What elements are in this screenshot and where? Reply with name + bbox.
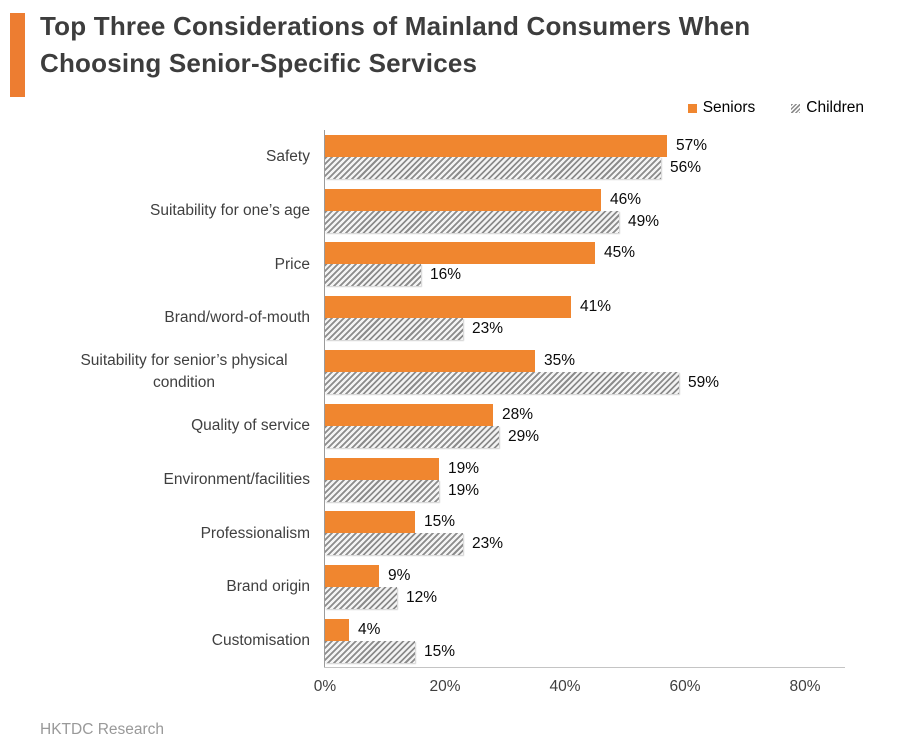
bar-children — [325, 425, 499, 448]
x-axis-line — [324, 667, 845, 668]
bar-group: 15% 23% — [324, 506, 900, 561]
bar-group: 41% 23% — [324, 291, 900, 346]
bar-group: 4% 15% — [324, 614, 900, 668]
category-label: Professionalism — [200, 524, 310, 542]
source-label: HKTDC Research — [40, 721, 165, 738]
category-row: Professionalism 15% 23% — [0, 506, 900, 561]
x-axis-tick-label: 20% — [429, 678, 461, 695]
bar-group: 45% 16% — [324, 237, 900, 292]
bar-group: 28% 29% — [324, 398, 900, 453]
title-accent-bar — [10, 13, 25, 97]
data-label: 4% — [358, 621, 381, 639]
data-label: 12% — [406, 589, 438, 607]
bar-seniors — [325, 457, 439, 480]
data-label: 9% — [388, 567, 411, 585]
data-label: 46% — [610, 190, 642, 208]
category-row: Customisation 4% 15% — [0, 614, 900, 668]
bar-seniors — [325, 134, 667, 157]
bar-seniors — [325, 350, 535, 373]
category-row: Safety 57% 56% — [0, 130, 900, 184]
legend-swatch-icon — [687, 103, 697, 113]
bar-children — [325, 156, 661, 179]
bar-seniors — [325, 296, 571, 319]
category-label: Customisation — [211, 632, 310, 650]
bar-children — [325, 372, 679, 395]
category-row: Quality of service 28% 29% — [0, 398, 900, 453]
data-label: 56% — [670, 158, 702, 176]
bar-chart-plot-area: Safety 57% 56% Suitability for one’s age 46%… — [0, 130, 900, 668]
bar-seniors — [325, 511, 415, 534]
chart-title: Top Three Considerations of Mainland Con… — [40, 11, 751, 78]
legend-swatch-icon — [791, 103, 801, 113]
category-label: Brand origin — [226, 578, 310, 596]
footer: HKTDC Research — [0, 721, 900, 739]
data-label: 19% — [448, 459, 480, 477]
data-label: 45% — [604, 244, 636, 262]
data-label: 15% — [424, 643, 456, 661]
bar-seniors — [325, 403, 493, 426]
category-row: Environment/facilities 19% 19% — [0, 452, 900, 507]
bar-seniors — [325, 242, 595, 265]
category-row: Brand origin 9% 12% — [0, 560, 900, 615]
legend-label: Children — [806, 99, 864, 116]
legend-item-seniors: Seniors — [687, 99, 756, 117]
x-axis-tick-label: 0% — [313, 678, 337, 695]
data-label: 29% — [508, 427, 540, 445]
bar-group: 9% 12% — [324, 560, 900, 615]
category-row: Price 45% 16% — [0, 237, 900, 292]
chart-header: Top Three Considerations of Mainland Con… — [0, 0, 900, 130]
category-label: Quality of service — [191, 417, 310, 435]
bar-children — [325, 479, 439, 502]
data-label: 19% — [448, 481, 480, 499]
category-label: Price — [274, 255, 310, 273]
data-label: 23% — [472, 535, 504, 553]
data-label: 59% — [688, 374, 720, 392]
bar-group: 46% 49% — [324, 183, 900, 238]
x-axis-tick-labels: 0% 20% 40% 60% 80% — [314, 668, 900, 702]
category-row: Suitability for senior’s physical condit… — [0, 345, 900, 399]
bar-seniors — [325, 565, 379, 588]
legend-item-children: Children — [791, 99, 864, 117]
data-label: 35% — [544, 352, 576, 370]
data-label: 23% — [472, 320, 504, 338]
x-axis-tick-label: 80% — [789, 678, 821, 695]
bar-children — [325, 533, 463, 556]
x-axis-tick-label: 60% — [669, 678, 701, 695]
bar-children — [325, 641, 415, 664]
bar-children — [325, 210, 619, 233]
category-label: Environment/facilities — [163, 470, 310, 488]
data-label: 57% — [676, 136, 708, 154]
bar-children — [325, 587, 397, 610]
data-label: 28% — [502, 405, 534, 423]
bar-seniors — [325, 619, 349, 642]
category-label: Suitability for one’s age — [150, 201, 310, 219]
bar-children — [325, 264, 421, 287]
category-row: Brand/word-of-mouth 41% 23% — [0, 291, 900, 346]
bar-children — [325, 318, 463, 341]
category-row: Suitability for one’s age 46% 49% — [0, 183, 900, 238]
category-label: Safety — [266, 148, 310, 166]
bar-group: 19% 19% — [324, 452, 900, 507]
bar-group: 57% 56% — [324, 130, 900, 184]
bar-seniors — [325, 188, 601, 211]
category-label: Brand/word-of-mouth — [164, 309, 310, 327]
bar-rows: Safety 57% 56% Suitability for one’s age 46%… — [0, 130, 900, 668]
data-label: 49% — [628, 212, 660, 230]
category-label: Suitability for senior’s physical condit… — [80, 352, 288, 392]
bar-group: 35% 59% — [324, 345, 900, 399]
x-axis-tick-label: 40% — [549, 678, 581, 695]
legend-label: Seniors — [702, 99, 756, 116]
chart-legend: Seniors Children — [687, 99, 864, 117]
data-label: 41% — [580, 298, 612, 316]
data-label: 16% — [430, 266, 462, 284]
data-label: 15% — [424, 513, 456, 531]
